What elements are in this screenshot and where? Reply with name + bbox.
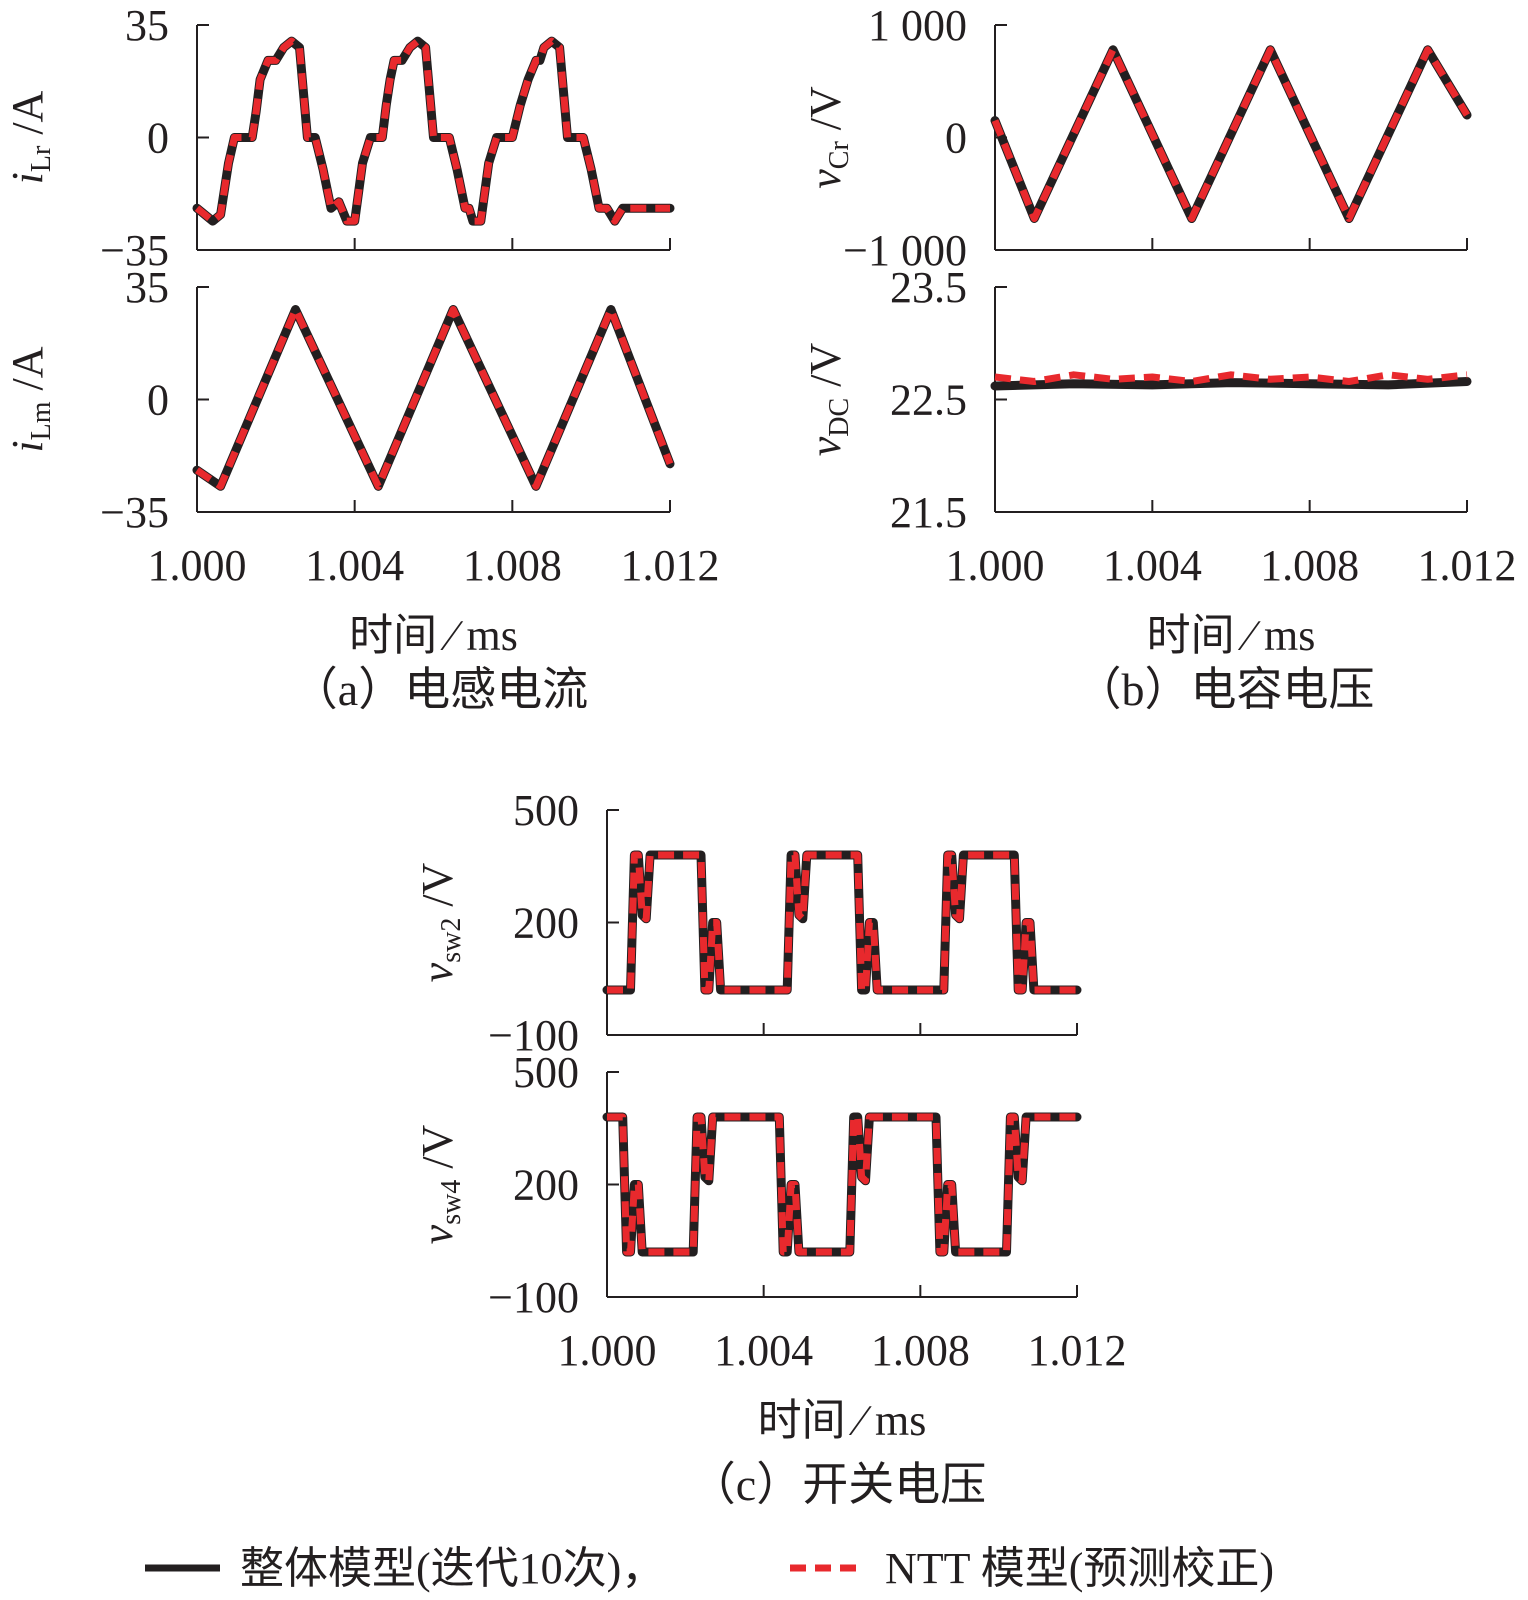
y-axis-var: v [413, 1224, 462, 1244]
y-axis-title: vsw4 /V [413, 1124, 467, 1244]
y-tick-label: 0 [945, 114, 967, 163]
y-axis-sub: DC [824, 398, 855, 437]
y-axis-sub: Lm [26, 401, 57, 440]
x-tick-label: 1.000 [148, 541, 247, 590]
panel-b-bottom: 23.5 22.5 21.51.000 1.004 1.008 1.012 时间 ∕ ms v… [801, 263, 1517, 660]
y-tick-label: 35 [125, 1, 169, 50]
y-tick-label: 0 [147, 114, 169, 163]
x-axis-title: 时间 ∕ ms [349, 611, 518, 660]
y-axis-var: i [3, 440, 52, 452]
y-axis-var: v [413, 962, 462, 982]
series-line-ntt [195, 306, 674, 490]
y-axis-unit: /A [3, 90, 52, 145]
legend-label-ntt: NTT 模型(预测校正) [885, 1544, 1274, 1593]
y-axis-title: iLm /A [3, 346, 57, 452]
y-axis-title: vCr /V [801, 86, 855, 189]
y-tick-label: 22.5 [890, 376, 967, 425]
series-line-ntt [991, 46, 1470, 222]
x-tick-label: 1.012 [1418, 541, 1517, 590]
y-tick-label: −35 [100, 488, 169, 537]
x-tick-label: 1.012 [1028, 1326, 1127, 1375]
y-axis-sub: Cr [824, 141, 855, 170]
x-axis-title: 时间 ∕ ms [758, 1396, 927, 1445]
y-tick-label: 21.5 [890, 488, 967, 537]
y-axis-title: vDC /V [801, 343, 855, 457]
series-line-reference [990, 45, 1472, 223]
y-axis-var: v [801, 436, 850, 456]
x-tick-label: 1.012 [621, 541, 720, 590]
x-tick-label: 1.000 [558, 1326, 657, 1375]
y-tick-label: −1 000 [843, 226, 967, 275]
panel-a-top: 35 0 −35 iLr /A [3, 1, 675, 275]
caption-c: （c）开关电压 [690, 1459, 986, 1510]
y-axis-unit: /A [3, 346, 52, 401]
caption-b: （b）电容电压 [1076, 664, 1375, 715]
y-axis-var: v [801, 169, 850, 189]
y-tick-label: 200 [513, 899, 579, 948]
y-tick-label: 35 [125, 263, 169, 312]
y-axis-title: vsw2 /V [413, 862, 467, 982]
y-axis-var: i [3, 172, 52, 184]
caption-a: （a）电感电流 [292, 664, 588, 715]
y-tick-label: −100 [488, 1273, 579, 1322]
series-line-reference [192, 305, 675, 491]
y-axis-title: iLr /A [3, 90, 57, 184]
series-line-ntt [194, 37, 670, 225]
y-axis-sub: sw2 [436, 918, 467, 963]
y-tick-label: 1 000 [868, 1, 967, 50]
panel-c-top: 500 200 −100 vsw2 /V [413, 786, 1082, 1060]
legend-label-reference: 整体模型(迭代10次)， [240, 1544, 665, 1593]
series-line-ntt [607, 1113, 1077, 1256]
y-axis-unit: /V [413, 862, 462, 917]
x-tick-label: 1.000 [946, 541, 1045, 590]
series-line-ntt [994, 371, 1468, 385]
y-tick-label: 500 [513, 1048, 579, 1097]
y-tick-label: −100 [488, 1011, 579, 1060]
x-tick-label: 1.008 [463, 541, 562, 590]
x-tick-label: 1.008 [871, 1326, 970, 1375]
series-line-reference [602, 850, 1082, 995]
series-line-reference [990, 377, 1472, 391]
y-axis-sub: Lr [26, 145, 57, 172]
y-tick-label: 200 [513, 1161, 579, 1210]
panel-a-bottom: 35 0 −351.000 1.004 1.008 1.012 时间 ∕ ms iLm /A [3, 263, 720, 660]
y-axis-sub: sw4 [436, 1180, 467, 1225]
y-tick-label: 23.5 [890, 263, 967, 312]
x-tick-label: 1.004 [714, 1326, 813, 1375]
series-line-ntt [607, 851, 1077, 994]
x-axis-title: 时间 ∕ ms [1147, 611, 1316, 660]
x-tick-label: 1.008 [1260, 541, 1359, 590]
y-axis-unit: /V [413, 1124, 462, 1179]
y-axis-unit: /V [801, 86, 850, 141]
panel-b-top: 1 000 0 −1 000 vCr /V [801, 1, 1472, 275]
x-tick-label: 1.004 [1103, 541, 1202, 590]
x-tick-label: 1.004 [305, 541, 404, 590]
y-axis-unit: /V [801, 343, 850, 398]
y-tick-label: −35 [100, 226, 169, 275]
y-tick-label: 500 [513, 786, 579, 835]
legend: 整体模型(迭代10次)， NTT 模型(预测校正) [145, 1544, 1274, 1593]
y-tick-label: 0 [147, 376, 169, 425]
